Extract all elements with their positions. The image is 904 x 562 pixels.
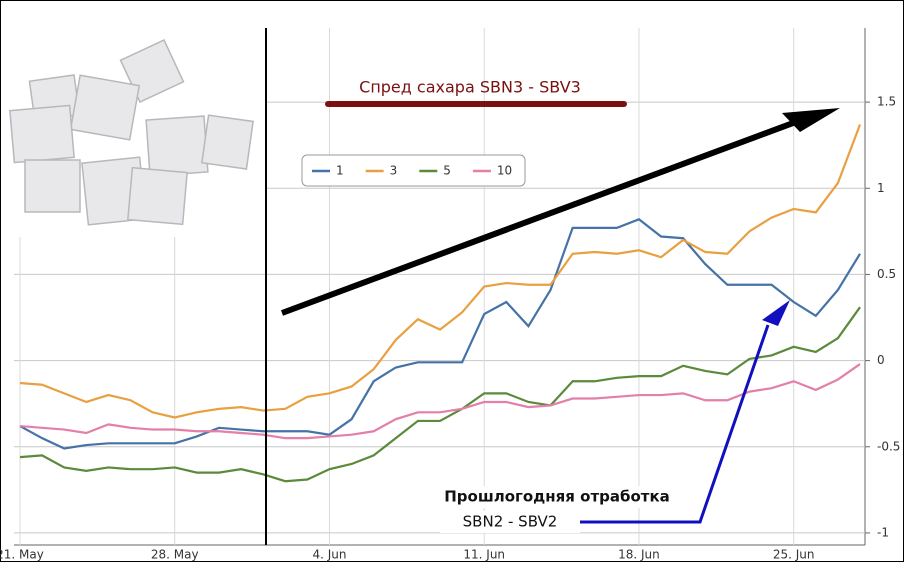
x-tick-label: 25. Jun [773, 548, 815, 562]
series-line [19, 363, 861, 440]
annotation-arrow-head [762, 300, 790, 326]
cube [69, 74, 141, 141]
series-line [19, 306, 861, 483]
trend-arrow [280, 110, 822, 316]
annotation-bg [440, 511, 580, 533]
y-tick-label: -0.5 [877, 439, 900, 453]
x-tick-label: 28. May [151, 548, 199, 562]
legend-label: 10 [497, 164, 512, 178]
legend-label: 3 [390, 164, 398, 178]
cube [127, 166, 188, 226]
x-tick-label: 21. May [0, 548, 44, 562]
legend-box [301, 154, 526, 187]
chart-title: Спред сахара SBN3 - SBV3 [359, 78, 581, 97]
x-tick-label: 4. Jun [312, 548, 346, 562]
y-tick-label: 1.5 [877, 95, 896, 109]
trend-arrow-head [782, 108, 840, 132]
y-tick-label: 0.5 [877, 267, 896, 281]
annotation: Прошлогодняя отработка [444, 488, 670, 506]
cube [145, 115, 209, 177]
x-tick-label: 11. Jun [463, 548, 505, 562]
annotation-arrow [580, 324, 770, 524]
series-line [19, 218, 861, 450]
sugar-image [9, 22, 265, 237]
y-tick-label: 1 [877, 181, 885, 195]
legend: 1 3 5 10 [312, 164, 512, 178]
y-tick-label: -1 [877, 525, 889, 539]
legend-label: 1 [336, 164, 344, 178]
lines [19, 124, 862, 483]
x-tick-label: 18. Jun [618, 548, 660, 562]
cube [9, 104, 75, 164]
annotation: SBN2 - SBV2 [463, 513, 558, 531]
annotation-bg [425, 486, 690, 508]
series-line [19, 124, 862, 419]
cube [24, 159, 81, 213]
legend-label: 5 [443, 164, 451, 178]
cube [201, 114, 254, 170]
y-tick-label: 0 [877, 353, 885, 367]
